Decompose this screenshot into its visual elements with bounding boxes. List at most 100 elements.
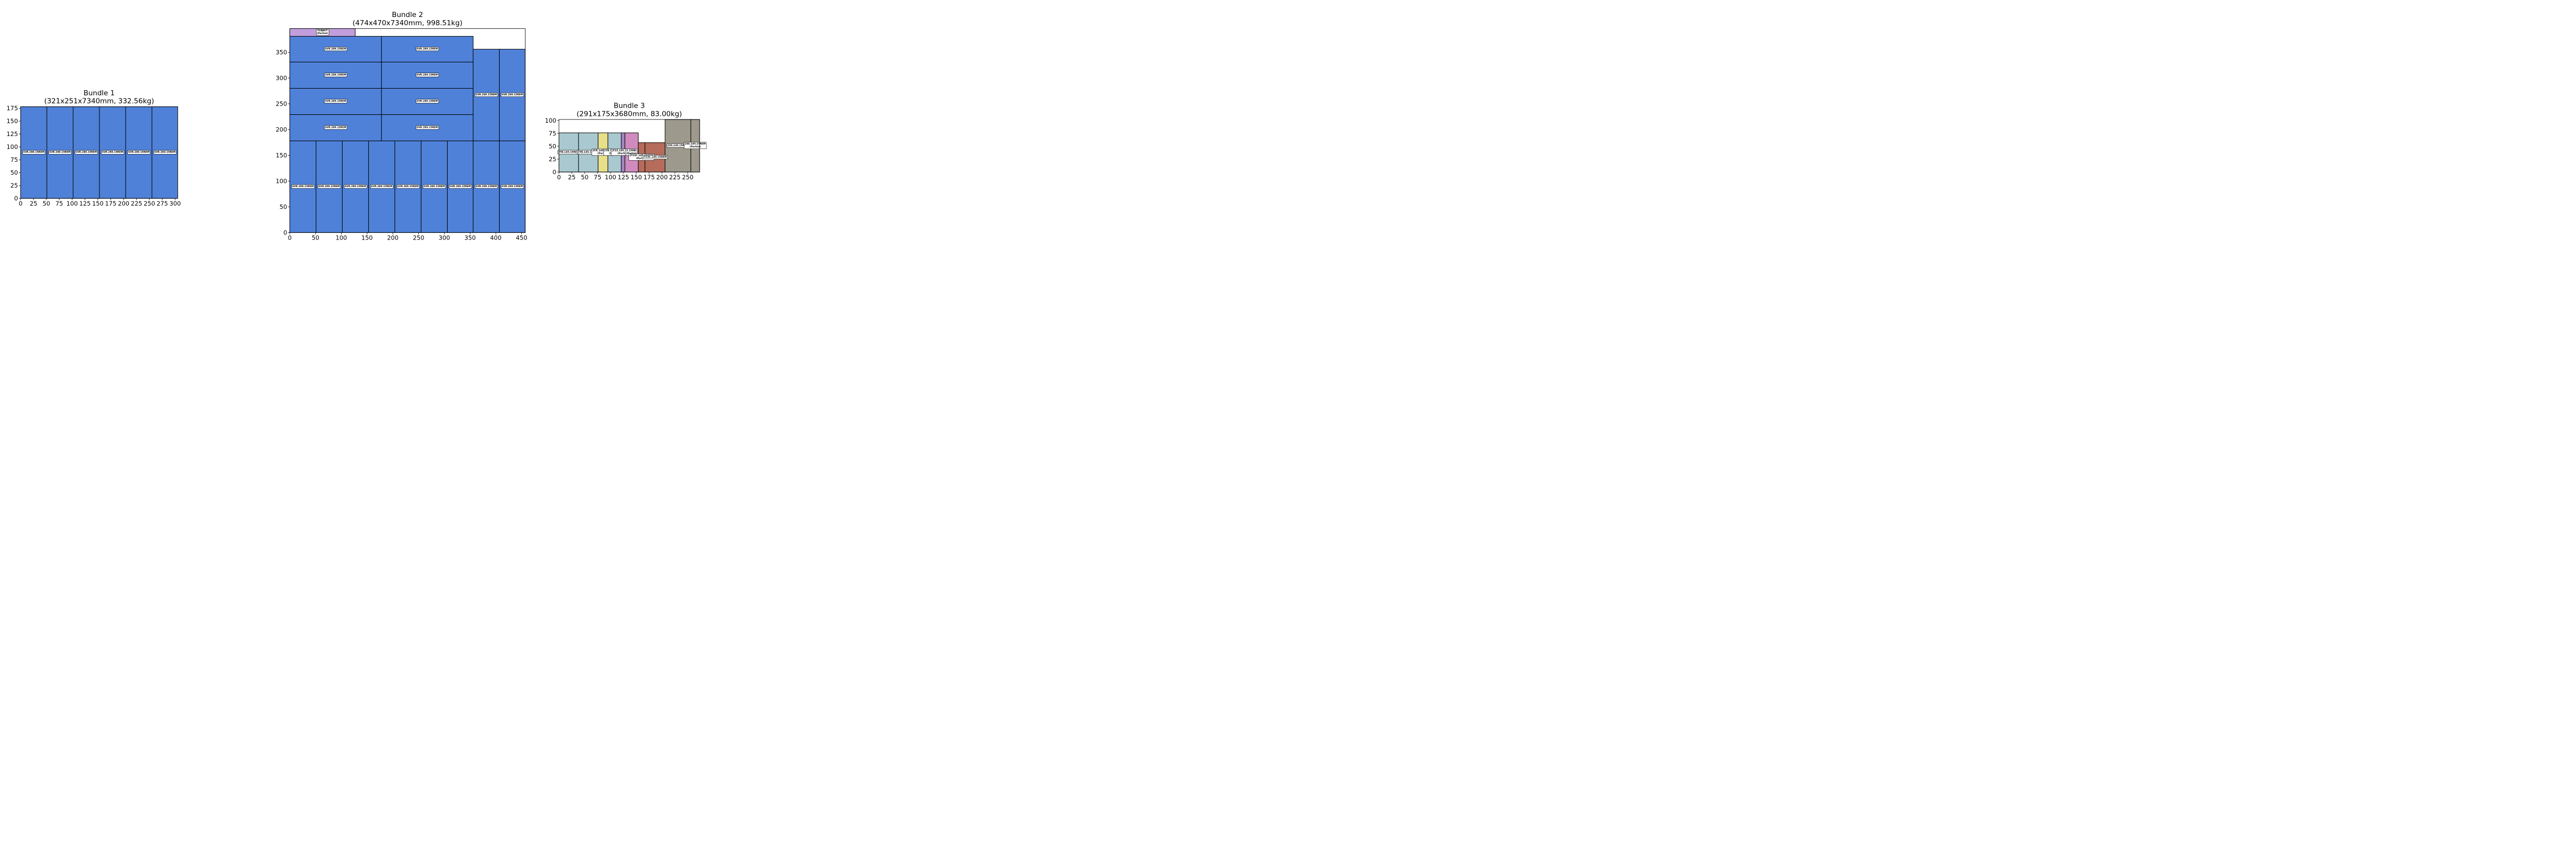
label-box [422, 184, 446, 189]
item-label: 6VR.289.15REM [153, 150, 177, 155]
label-partial: (Partial) [690, 145, 701, 148]
label-name: 6VR.289.15REM [397, 185, 419, 188]
label-name: 6VR.289.15REM [345, 185, 366, 188]
label-name: 6VR.289.15REM [76, 151, 97, 154]
item-label: TGBJKIT(Partial) [316, 28, 329, 36]
y-tick-label: 350 [276, 48, 287, 56]
y-tick-label: 300 [276, 74, 287, 81]
x-tick-label: 50 [581, 174, 589, 181]
label-box [642, 155, 668, 159]
label-box [474, 184, 498, 189]
item-label: 6VR.289.15REM [422, 184, 446, 189]
label-name: TGBJKIT [317, 29, 328, 32]
y-tick-label: 125 [7, 130, 18, 138]
x-tick-label: 50 [312, 234, 319, 241]
label-name: 6VR.289.15REM [476, 93, 497, 96]
item-label: 6VR.289.15REM [127, 150, 150, 155]
item-label: 6VR.289.15REM [449, 184, 472, 189]
y-tick-label: 100 [276, 177, 287, 184]
x-tick-label: 200 [118, 200, 129, 207]
y-tick-label: 150 [7, 117, 18, 125]
label-box [22, 150, 46, 155]
y-tick-label: 25 [10, 182, 18, 189]
label-box [501, 184, 524, 189]
label-name: 6VR.289.15REM [128, 151, 150, 154]
x-tick-label: 200 [656, 174, 668, 181]
y-tick-label: 0 [552, 168, 556, 176]
item-label: 6VR.289.15REM [324, 46, 347, 51]
label-name: 2SS.145.15REM [685, 143, 706, 146]
item-label: 2SS.145.15REM [667, 143, 690, 148]
x-tick-label: 225 [131, 200, 142, 207]
x-tick-label: 250 [144, 200, 155, 207]
label-name: 6VR.289.15REM [292, 185, 314, 188]
label-name: 2FR.145.15REM [592, 149, 614, 153]
label-box [449, 184, 472, 189]
item-label: 6VR.289.15REM [370, 184, 394, 189]
item-label: 6VR.289.15REM [344, 184, 367, 189]
chart-title: Bundle 3 [614, 102, 645, 110]
y-tick-label: 100 [7, 143, 18, 150]
label-box [416, 99, 439, 104]
x-tick-label: 200 [387, 234, 398, 241]
y-tick-label: 175 [7, 105, 18, 112]
axes-frame [20, 106, 178, 199]
item-label: 6VR.289.15REM [474, 184, 498, 189]
axes-frame [558, 119, 700, 173]
label-name: 6VR.289.15REM [476, 185, 497, 188]
item-label: 6VR.289.15REM [416, 125, 439, 130]
label-box [324, 73, 347, 77]
label-box [396, 184, 420, 189]
label-name: JT23.145.15REM [612, 149, 634, 153]
label-box [316, 28, 329, 36]
x-tick-label: 400 [490, 234, 501, 241]
x-tick-label: 300 [170, 200, 181, 207]
label-name: 6VR.289.15REM [318, 185, 340, 188]
label-box [324, 46, 347, 51]
label-box [317, 184, 341, 189]
item-label: 2TB.145.15REM [557, 150, 581, 155]
y-tick-label: 75 [10, 156, 18, 163]
chart-title: Bundle 2 [392, 11, 423, 19]
x-tick-label: 225 [669, 174, 681, 181]
x-tick-label: 75 [56, 200, 63, 207]
chart-subtitle: (321x251x7340mm, 332.56kg) [44, 97, 154, 106]
label-box [101, 150, 124, 155]
item-label: 6VR.289.15REM [22, 150, 46, 155]
label-box [416, 73, 439, 77]
label-name: 6VR.289.15REM [417, 99, 438, 103]
label-box [684, 142, 707, 149]
item-label: 2SS.145.15REM(Partial) [684, 142, 707, 149]
x-tick-label: 50 [43, 200, 50, 207]
figure-svg: 6VR.289.15REM 6VR.289.15REM 6VR.289.15REM 6… [7, 11, 707, 241]
label-box [291, 184, 315, 189]
label-name: 6VR.289.15REM [325, 99, 347, 103]
item-label: 6VR.289.15REM [416, 99, 439, 104]
label-name: 6VR.289.15REM [371, 185, 393, 188]
y-tick-label: 75 [549, 130, 556, 137]
x-tick-label: 175 [643, 174, 655, 181]
label-partial: (Partial) [636, 157, 647, 160]
label-name: 6VR.289.15REM [325, 126, 347, 129]
y-tick-label: 0 [283, 229, 287, 236]
x-tick-label: 125 [618, 174, 629, 181]
label-name: 6VR.289.15REM [325, 73, 347, 76]
label-box [153, 150, 177, 155]
x-tick-label: 175 [105, 200, 116, 207]
x-tick-label: 25 [568, 174, 576, 181]
y-tick-label: 50 [549, 143, 556, 150]
item-label: 6VR.289.15REM [501, 92, 524, 97]
label-name: 6VR.289.15REM [417, 126, 438, 129]
label-name: 2TB.145.15REM [578, 150, 599, 154]
x-tick-label: 100 [335, 234, 347, 241]
label-name: 6VR.289.15REM [417, 47, 438, 50]
label-name: 6VR.289.15REM [49, 151, 71, 154]
label-box [48, 150, 72, 155]
label-name: 6VR.289.15REM [23, 151, 45, 154]
bundle-2-chart: 6VR.289.15REM 6VR.289.15REM 6VR.289.15REM 6… [276, 11, 527, 241]
y-tick-label: 100 [545, 117, 556, 124]
label-name: 2TB.145.15REM [558, 150, 580, 154]
bundle-3-chart: 2TB.145.15REM2TB.145.15REM2FR.145.15REM(… [545, 102, 707, 181]
chart-subtitle: (291x175x3680mm, 83.00kg) [577, 110, 682, 118]
x-tick-label: 150 [361, 234, 372, 241]
